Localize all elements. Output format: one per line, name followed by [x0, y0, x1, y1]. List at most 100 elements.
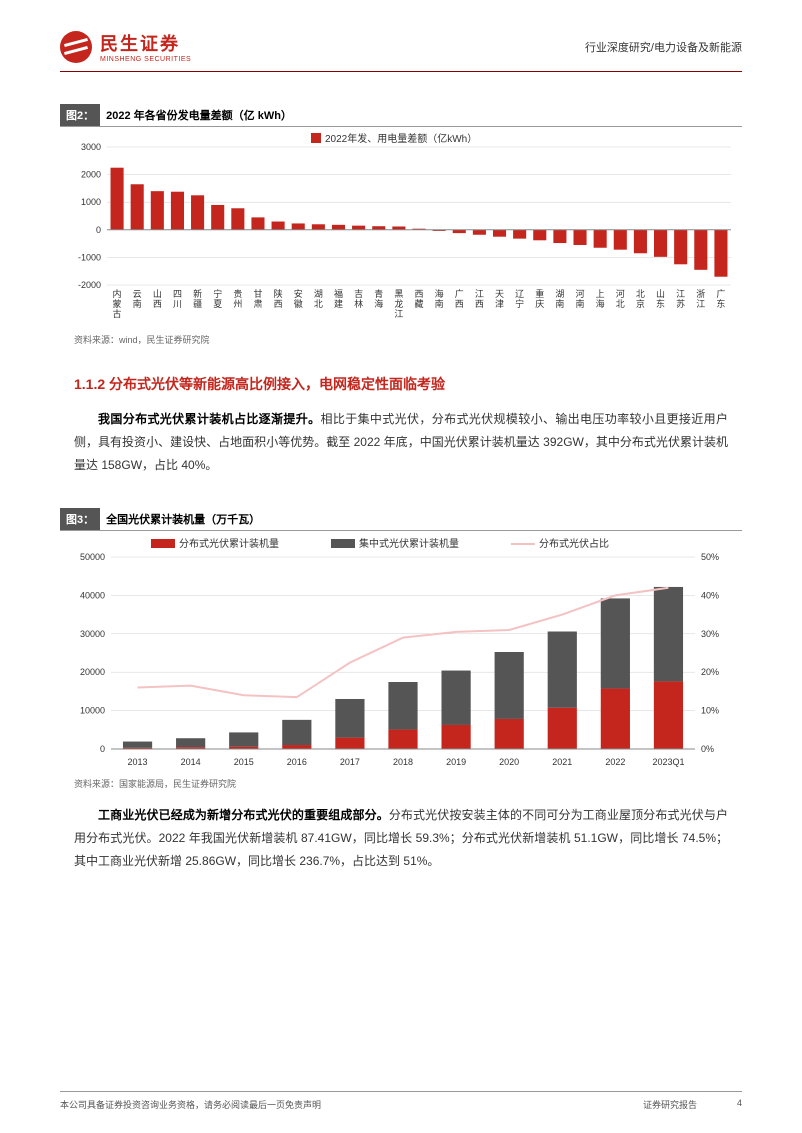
svg-text:重: 重	[535, 288, 544, 299]
svg-text:建: 建	[334, 298, 343, 309]
company-logo-icon	[60, 31, 92, 63]
svg-text:福: 福	[334, 288, 343, 299]
svg-text:2014: 2014	[181, 757, 201, 767]
svg-text:徽: 徽	[294, 298, 303, 309]
svg-text:0%: 0%	[701, 744, 714, 754]
paragraph-2: 工商业光伏已经成为新增分布式光伏的重要组成部分。分布式光伏按安装主体的不同可分为…	[60, 804, 742, 872]
svg-text:30000: 30000	[80, 629, 105, 639]
svg-text:河: 河	[616, 288, 625, 299]
svg-text:东: 东	[716, 298, 725, 309]
svg-text:青: 青	[374, 288, 383, 299]
svg-text:苏: 苏	[676, 298, 685, 309]
footer-disclaimer: 本公司具备证券投资咨询业务资格，请务必阅读最后一页免责声明	[60, 1098, 321, 1111]
svg-text:3000: 3000	[81, 142, 101, 152]
svg-text:江: 江	[475, 289, 484, 299]
svg-text:集中式光伏累计装机量: 集中式光伏累计装机量	[359, 537, 459, 550]
figure3-chart: 010000200003000040000500000%10%20%30%40%…	[60, 535, 742, 775]
svg-text:天: 天	[495, 289, 504, 299]
svg-text:20%: 20%	[701, 668, 719, 678]
svg-text:黑: 黑	[394, 289, 403, 299]
svg-text:2015: 2015	[234, 757, 254, 767]
svg-text:0: 0	[100, 744, 105, 754]
svg-text:2017: 2017	[340, 757, 360, 767]
figure2-title-bar: 图2： 2022 年各省份发电量差额（亿 kWh）	[60, 104, 742, 127]
svg-text:湖: 湖	[314, 289, 323, 299]
svg-text:南: 南	[576, 298, 585, 309]
svg-text:2022: 2022	[605, 757, 625, 767]
svg-text:2013: 2013	[128, 757, 148, 767]
svg-text:江: 江	[696, 299, 705, 309]
footer-page-number: 4	[737, 1098, 742, 1111]
svg-text:海: 海	[435, 288, 444, 299]
svg-text:西: 西	[455, 299, 464, 309]
svg-text:20000: 20000	[80, 668, 105, 678]
svg-text:海: 海	[374, 298, 383, 309]
svg-text:50000: 50000	[80, 552, 105, 562]
svg-text:-2000: -2000	[78, 280, 101, 290]
svg-text:30%: 30%	[701, 629, 719, 639]
svg-text:2018: 2018	[393, 757, 413, 767]
page-footer: 本公司具备证券投资咨询业务资格，请务必阅读最后一页免责声明 证券研究报告 4	[60, 1091, 742, 1111]
logo-en-text: MINSHENG SECURITIES	[100, 56, 191, 63]
svg-text:吉: 吉	[354, 289, 363, 299]
footer-report-label: 证券研究报告	[643, 1098, 697, 1111]
figure3-title-bar: 图3： 全国光伏累计装机量（万千瓦）	[60, 508, 742, 531]
svg-text:疆: 疆	[193, 299, 202, 309]
svg-text:南: 南	[435, 298, 444, 309]
figure2-source: 资料来源：wind，民生证券研究院	[60, 333, 742, 346]
svg-text:40%: 40%	[701, 591, 719, 601]
svg-text:南: 南	[555, 298, 564, 309]
svg-text:2019: 2019	[446, 757, 466, 767]
svg-text:海: 海	[596, 298, 605, 309]
svg-text:1000: 1000	[81, 197, 101, 207]
svg-text:北: 北	[616, 299, 625, 309]
svg-text:西: 西	[274, 299, 283, 309]
svg-text:蒙: 蒙	[113, 298, 122, 309]
svg-text:北: 北	[314, 299, 323, 309]
svg-text:0: 0	[96, 225, 101, 235]
svg-text:2022年发、用电量差额（亿kWh）: 2022年发、用电量差额（亿kWh）	[325, 132, 477, 145]
svg-text:2021: 2021	[552, 757, 572, 767]
svg-text:东: 东	[656, 298, 665, 309]
svg-text:庆: 庆	[535, 298, 544, 309]
figure2-tab: 图2：	[60, 104, 100, 126]
svg-text:内: 内	[113, 288, 122, 299]
svg-text:四: 四	[173, 289, 182, 299]
svg-text:古: 古	[113, 308, 122, 319]
svg-text:2020: 2020	[499, 757, 519, 767]
figure3-title: 全国光伏累计装机量（万千瓦）	[100, 508, 266, 530]
svg-text:新: 新	[193, 288, 202, 299]
para2-bold: 工商业光伏已经成为新增分布式光伏的重要组成部分。	[98, 808, 389, 822]
svg-text:宁: 宁	[213, 288, 222, 299]
figure2-title: 2022 年各省份发电量差额（亿 kWh）	[100, 104, 298, 126]
svg-text:林: 林	[354, 298, 363, 309]
svg-text:广: 广	[455, 288, 464, 299]
svg-text:北: 北	[636, 289, 645, 299]
svg-text:河: 河	[576, 288, 585, 299]
svg-text:湖: 湖	[555, 289, 564, 299]
svg-text:西: 西	[153, 299, 162, 309]
svg-text:贵: 贵	[233, 288, 242, 299]
figure3-tab: 图3：	[60, 508, 100, 530]
svg-text:州: 州	[233, 299, 242, 309]
svg-text:分布式光伏累计装机量: 分布式光伏累计装机量	[179, 537, 279, 550]
svg-text:浙: 浙	[696, 288, 705, 299]
svg-text:-1000: -1000	[78, 252, 101, 262]
svg-text:宁: 宁	[515, 298, 524, 309]
svg-text:2000: 2000	[81, 170, 101, 180]
figure2-chart: -2000 -1000 0 1000 2000 3000 2022年发、用电量差额（亿kWh…	[60, 131, 742, 331]
svg-text:西: 西	[414, 289, 423, 299]
logo-cn-text: 民生证券	[100, 30, 191, 56]
svg-text:山: 山	[153, 289, 162, 299]
header-category: 行业深度研究/电力设备及新能源	[585, 39, 742, 55]
svg-text:50%: 50%	[701, 552, 719, 562]
svg-text:10%: 10%	[701, 706, 719, 716]
svg-text:辽: 辽	[515, 289, 524, 299]
svg-text:40000: 40000	[80, 591, 105, 601]
svg-text:肃: 肃	[253, 298, 262, 309]
svg-text:江: 江	[676, 289, 685, 299]
section-heading: 1.1.2 分布式光伏等新能源高比例接入，电网稳定性面临考验	[60, 374, 742, 394]
paragraph-1: 我国分布式光伏累计装机占比逐渐提升。相比于集中式光伏，分布式光伏规模较小、输出电…	[60, 408, 742, 476]
svg-text:云: 云	[133, 289, 142, 299]
svg-text:2023Q1: 2023Q1	[652, 757, 684, 767]
